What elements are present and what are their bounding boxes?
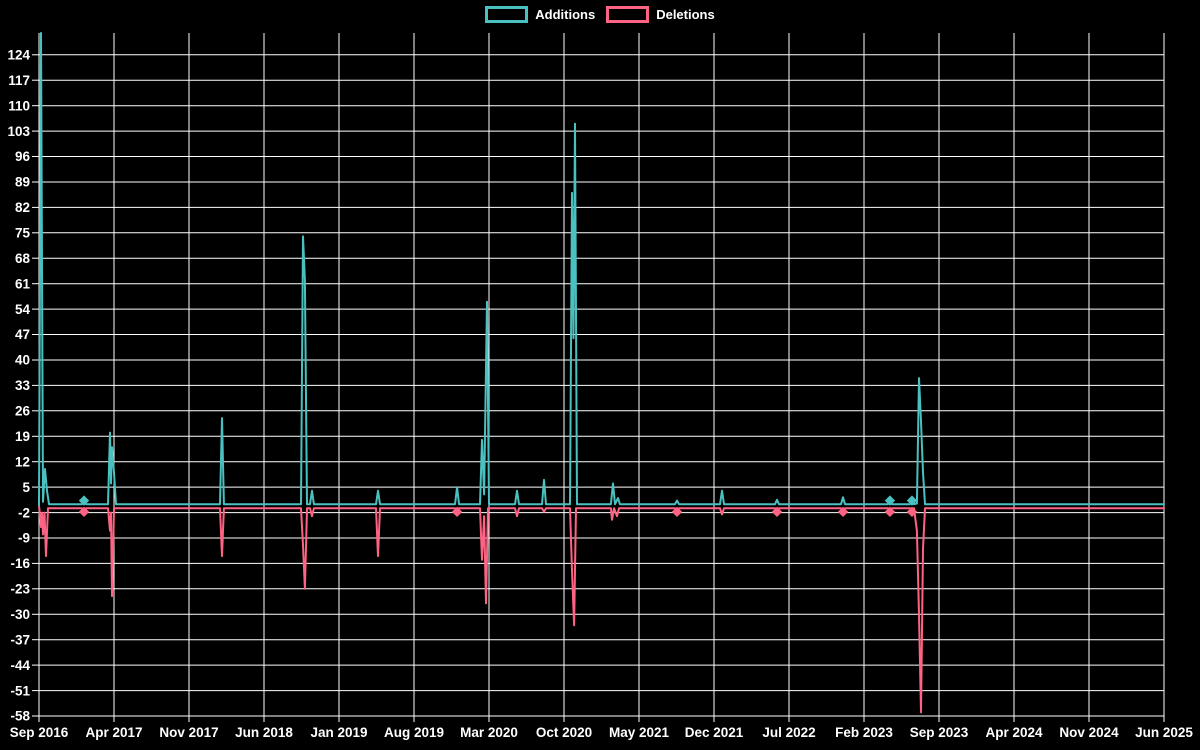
x-tick-label: Mar 2020 xyxy=(460,725,518,740)
x-tick-label: Feb 2023 xyxy=(835,725,893,740)
y-tick-label: -58 xyxy=(10,709,30,724)
y-tick-label: 26 xyxy=(15,404,31,419)
legend-item-additions[interactable]: Additions xyxy=(485,6,595,23)
point-marker xyxy=(837,506,849,518)
x-tick-label: Nov 2024 xyxy=(1059,725,1119,740)
x-tick-label: Jun 2025 xyxy=(1135,725,1193,740)
y-tick-label: -44 xyxy=(10,658,30,673)
y-tick-label: 110 xyxy=(8,98,30,113)
y-tick-label: 82 xyxy=(15,200,30,215)
x-tick-label: Dec 2021 xyxy=(685,725,744,740)
y-tick-label: -37 xyxy=(10,632,30,647)
y-tick-label: -2 xyxy=(18,505,30,520)
x-tick-label: Apr 2024 xyxy=(985,725,1043,740)
y-grid xyxy=(32,54,1164,717)
y-tick-label: 54 xyxy=(15,302,31,317)
point-marker xyxy=(771,506,783,518)
y-tick-label: 47 xyxy=(15,327,30,342)
point-marker xyxy=(451,506,463,518)
y-tick-label: 19 xyxy=(15,429,30,444)
point-marker xyxy=(671,506,683,518)
y-tick-label: 103 xyxy=(7,124,30,139)
y-tick-label: 75 xyxy=(15,226,31,241)
deletions-line xyxy=(38,504,1165,714)
point-marker xyxy=(78,495,90,506)
x-tick-label: Aug 2019 xyxy=(384,725,444,740)
x-tick-label: Oct 2020 xyxy=(536,725,592,740)
y-tick-label: 33 xyxy=(15,378,31,393)
y-tick-label: -9 xyxy=(18,531,30,546)
x-tick-label: Sep 2016 xyxy=(10,725,69,740)
y-tick-label: 68 xyxy=(15,251,31,266)
chart-legend: Additions Deletions xyxy=(0,6,1200,23)
deletions-legend-label: Deletions xyxy=(656,7,715,22)
y-tick-label: -30 xyxy=(10,607,30,622)
point-marker xyxy=(906,506,918,518)
y-tick-label: -16 xyxy=(10,556,30,571)
additions-legend-swatch xyxy=(485,6,529,23)
deletions-legend-swatch xyxy=(606,6,650,23)
y-tick-label: -23 xyxy=(10,582,30,597)
y-tick-label: 61 xyxy=(15,276,31,291)
y-tick-labels: 124 117 110 103 96 89 82 75 68 61 54 47 40 33 26 19 12 5 -… xyxy=(7,48,30,724)
point-marker xyxy=(906,495,918,506)
y-tick-label: 12 xyxy=(15,454,30,469)
deletions-point-markers xyxy=(78,506,918,518)
y-tick-label: -51 xyxy=(10,683,30,698)
additions-legend-label: Additions xyxy=(535,7,596,22)
additions-point-markers xyxy=(78,495,918,506)
y-tick-label: 124 xyxy=(7,48,30,63)
point-marker xyxy=(78,506,90,518)
additions-line xyxy=(38,32,1165,507)
point-marker xyxy=(884,495,896,506)
x-tick-label: Jan 2019 xyxy=(310,725,367,740)
legend-item-deletions[interactable]: Deletions xyxy=(606,6,715,23)
y-tick-label: 89 xyxy=(15,175,30,190)
y-tick-label: 40 xyxy=(15,353,30,368)
x-grid xyxy=(38,33,1165,722)
x-tick-label: Jun 2018 xyxy=(235,725,293,740)
y-tick-label: 5 xyxy=(22,480,30,495)
x-tick-labels: Sep 2016 Apr 2017 Nov 2017 Jun 2018 Jan 2019… xyxy=(10,725,1194,740)
x-tick-label: May 2021 xyxy=(609,725,670,740)
point-marker xyxy=(884,506,896,518)
x-tick-label: Nov 2017 xyxy=(159,725,218,740)
x-tick-label: Jul 2022 xyxy=(762,725,815,740)
y-tick-label: 96 xyxy=(15,149,31,164)
y-tick-label: 117 xyxy=(8,73,30,88)
x-tick-label: Apr 2017 xyxy=(85,725,142,740)
x-tick-label: Sep 2023 xyxy=(910,725,969,740)
